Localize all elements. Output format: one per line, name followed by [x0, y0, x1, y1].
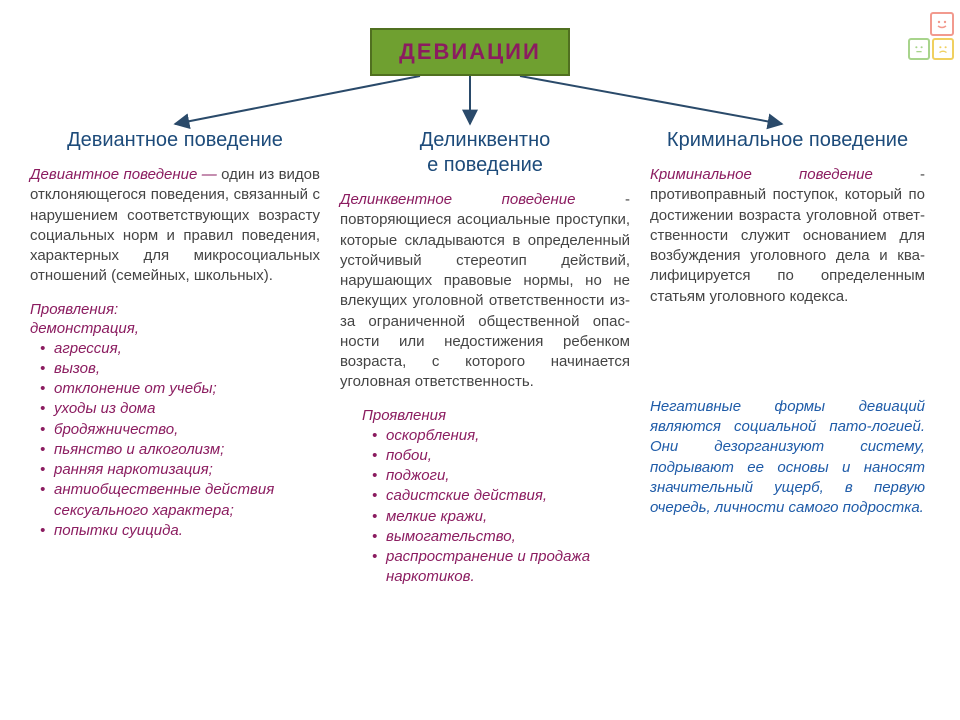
smile-icon: [930, 12, 954, 36]
list-item: ранняя наркотизация;: [40, 460, 320, 480]
column-criminal: Криминальное поведение Криминальное пове…: [650, 128, 925, 518]
note-criminal: Негативные формы девиаций являются социа…: [650, 397, 925, 519]
defn-delinquent: Делинквентное поведение - повторяющиеся …: [340, 190, 630, 393]
title-text: ДЕВИАЦИИ: [399, 39, 541, 65]
list-item: попытки суицида.: [40, 521, 320, 541]
list-item: оскорбления,: [372, 426, 630, 446]
list-item: мелкие кражи,: [372, 507, 630, 527]
manif-head-delinquent: Проявления: [340, 407, 630, 424]
list-item: распространение и продажа наркотиков.: [372, 547, 630, 588]
list-item: вызов,: [40, 359, 320, 379]
term-delinquent: Делинквентное поведение: [340, 191, 575, 208]
term-deviant: Девиантное поведение —: [30, 166, 217, 183]
manif-list-delinquent: оскорбления, побои, поджоги, садистские …: [340, 426, 630, 588]
col-title-criminal: Криминальное поведение: [650, 128, 925, 153]
column-deviant: Девиантное поведение Девиантное поведени…: [30, 128, 320, 541]
col-title-delinquent: Делинквентно е поведение: [340, 128, 630, 178]
column-delinquent: Делинквентно е поведение Делинквентное п…: [340, 128, 630, 588]
defn-delinquent-body: - повторяющиеся асоциальные проступки, к…: [340, 191, 630, 390]
list-item: пьянство и алкоголизм;: [40, 440, 320, 460]
term-criminal: Криминальное поведение: [650, 166, 873, 183]
neutral-icon: [908, 38, 930, 60]
list-item: уходы из дома: [40, 399, 320, 419]
branch-arrows: [0, 76, 960, 136]
manif-list-deviant: агрессия, вызов, отклонение от учебы; ух…: [30, 339, 320, 542]
list-item: поджоги,: [372, 466, 630, 486]
manif-head-deviant-1: Проявления:: [30, 301, 320, 318]
list-item: побои,: [372, 446, 630, 466]
defn-deviant-body: один из видов отклоня­ющегося поведения,…: [30, 166, 320, 284]
list-item: антиобщественные действия сексуального х…: [40, 480, 320, 521]
face-icons: [902, 12, 954, 60]
manif-head-deviant-2: демонстрация,: [30, 320, 320, 337]
defn-criminal-body: - противоправный поступок, который по до…: [650, 166, 925, 305]
list-item: бродяжничество,: [40, 420, 320, 440]
list-item: садистские действия,: [372, 486, 630, 506]
list-item: отклонение от учебы;: [40, 379, 320, 399]
defn-deviant: Девиантное поведение — один из видов отк…: [30, 165, 320, 287]
list-item: агрессия,: [40, 339, 320, 359]
title-box: ДЕВИАЦИИ: [370, 28, 570, 76]
list-item: вымогательство,: [372, 527, 630, 547]
defn-criminal: Криминальное поведение - противоправный …: [650, 165, 925, 307]
sad-icon: [932, 38, 954, 60]
col-title-deviant: Девиантное поведение: [30, 128, 320, 153]
